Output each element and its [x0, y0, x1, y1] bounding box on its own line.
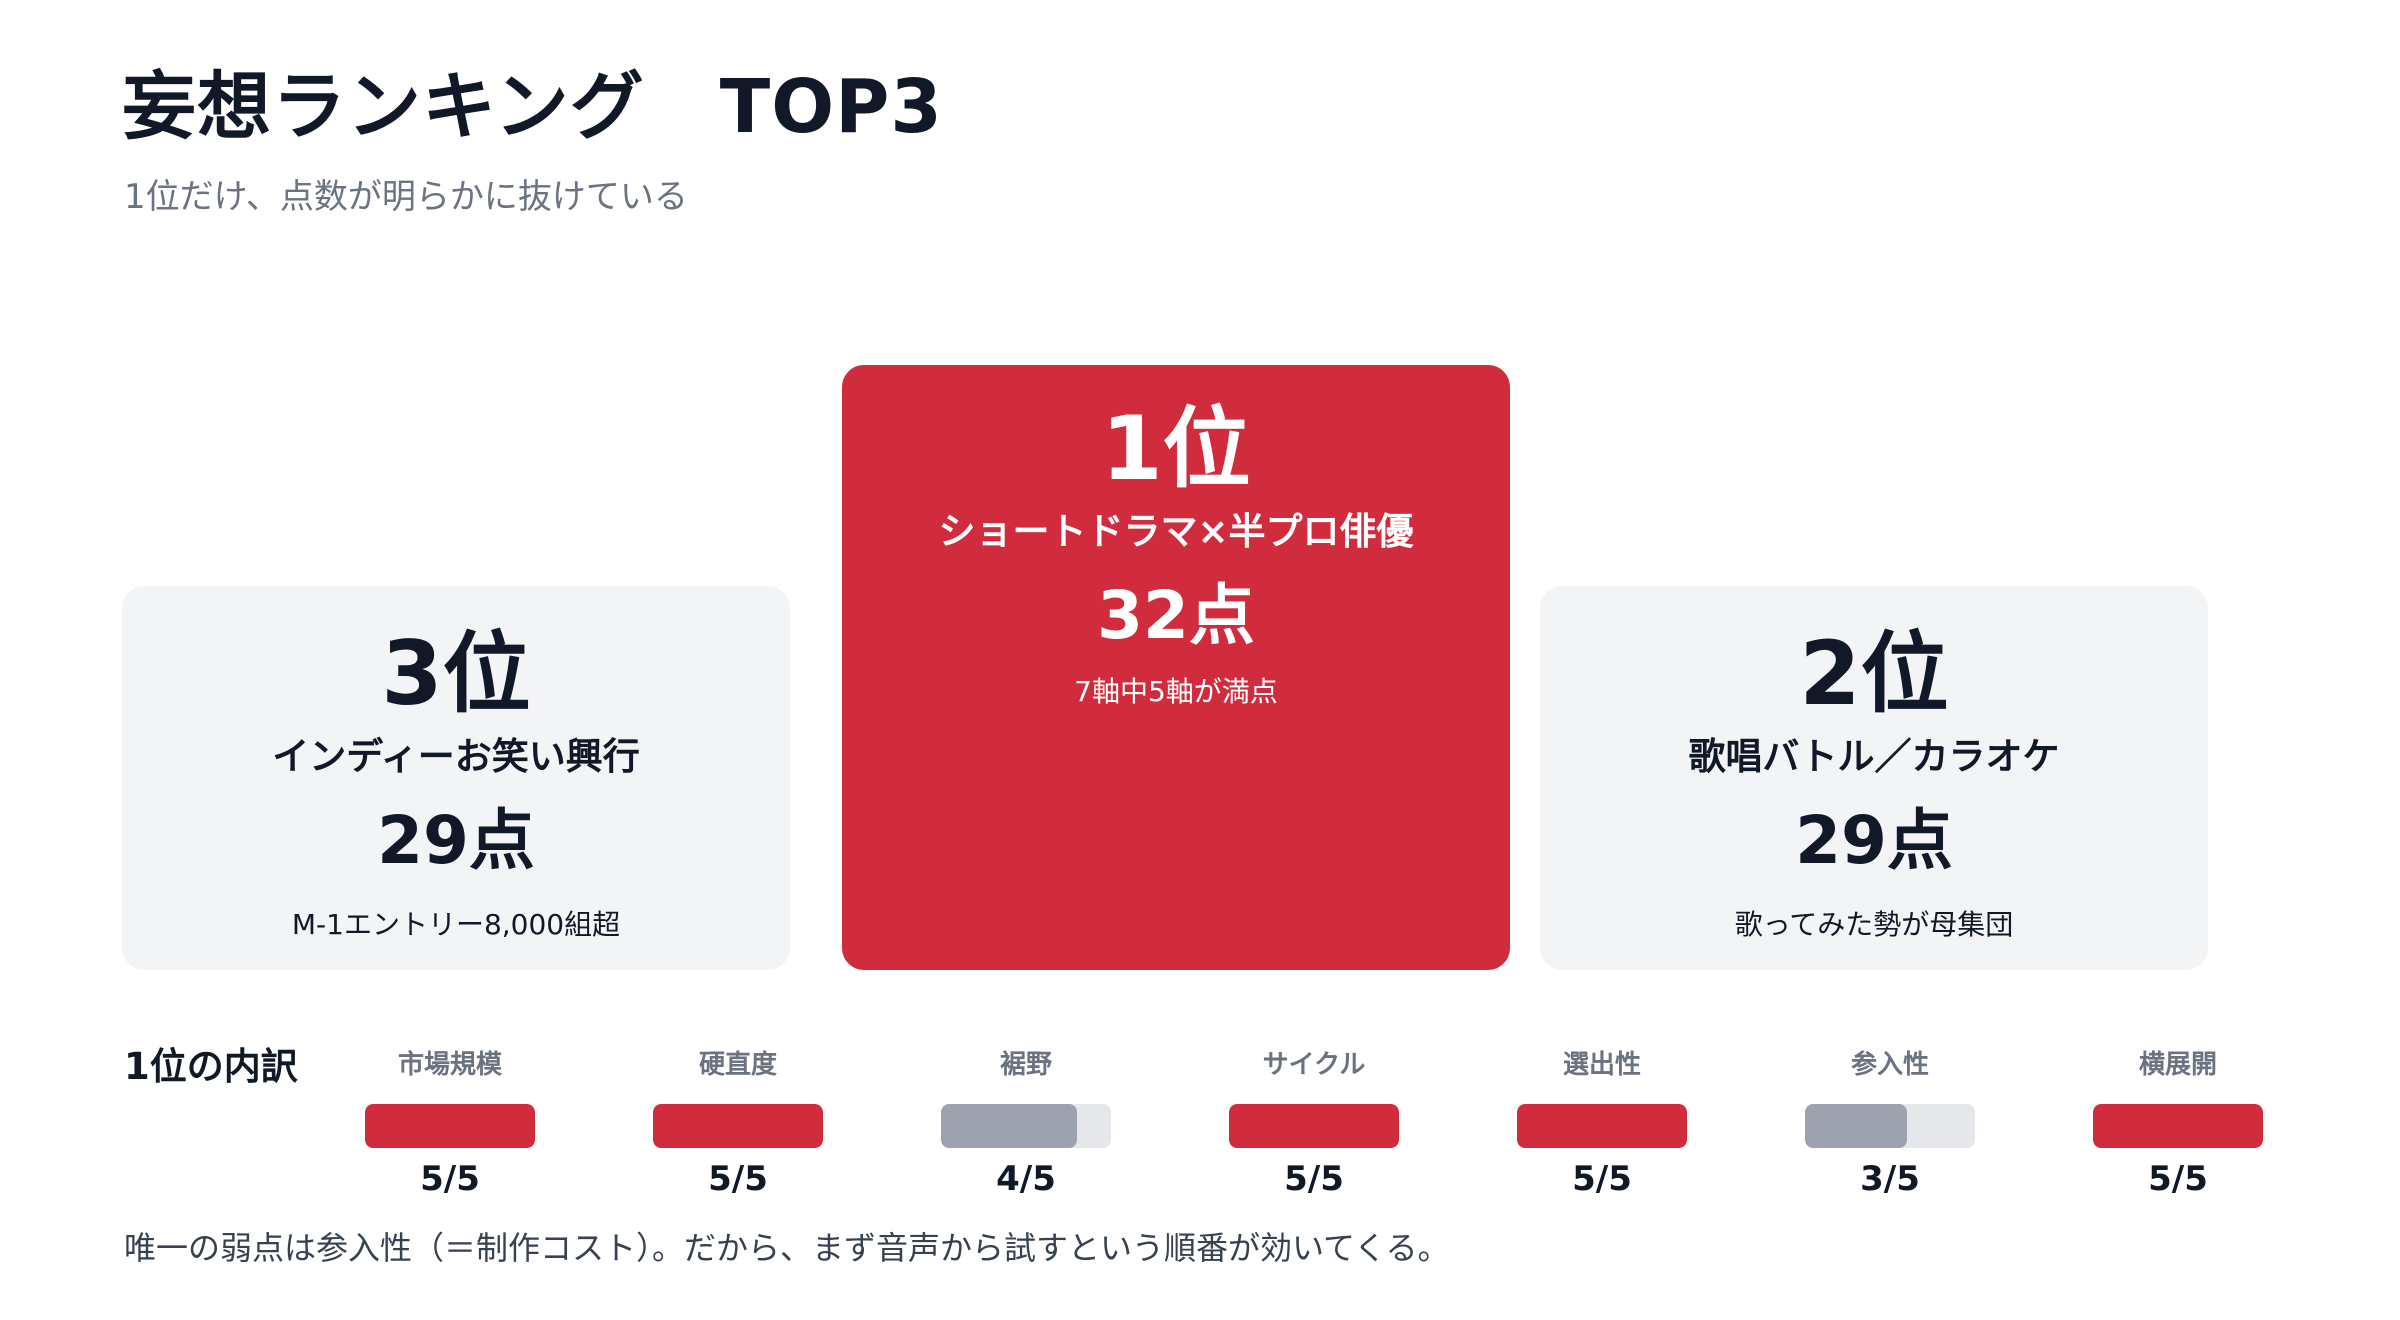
- axis-score: 5/5: [420, 1159, 480, 1199]
- axis-score: 5/5: [2148, 1159, 2208, 1199]
- breakdown-heading: 1位の内訳: [124, 1045, 298, 1088]
- breakdown-axis: 硬直度 5/5: [618, 1052, 858, 1196]
- footer-note: 唯一の弱点は参入性（＝制作コスト）。だから、まず音声から試すという順番が効いてく…: [124, 1229, 1450, 1267]
- rank-label: 2位: [1799, 622, 1949, 725]
- breakdown-axis: 選出性 5/5: [1482, 1052, 1722, 1196]
- axis-bar-fill: [653, 1104, 823, 1148]
- breakdown-axis: 裾野 4/5: [906, 1052, 1146, 1196]
- rank-label: 1位: [1101, 397, 1251, 500]
- axis-bar-track: [2093, 1104, 2263, 1148]
- page-title: 妄想ランキング TOP3: [122, 64, 943, 150]
- rank-score: 29点: [1795, 802, 1953, 880]
- axis-score: 3/5: [1860, 1159, 1920, 1199]
- axis-bar-fill: [365, 1104, 535, 1148]
- axis-bar-track: [1517, 1104, 1687, 1148]
- axis-bar-fill: [2093, 1104, 2263, 1148]
- axis-bar-track: [1805, 1104, 1975, 1148]
- axis-bar-fill: [1805, 1104, 1907, 1148]
- rank-name: インディーお笑い興行: [272, 734, 640, 778]
- axis-score: 4/5: [996, 1159, 1056, 1199]
- axis-bar-track: [941, 1104, 1111, 1148]
- axis-score: 5/5: [1572, 1159, 1632, 1199]
- axis-bar-fill: [1229, 1104, 1399, 1148]
- rank-label: 3位: [381, 622, 531, 725]
- axis-bar-track: [1229, 1104, 1399, 1148]
- axis-bar-fill: [941, 1104, 1077, 1148]
- breakdown-axis: サイクル 5/5: [1194, 1052, 1434, 1196]
- rank-note: M-1エントリー8,000組超: [291, 907, 621, 941]
- breakdown-axis: 横展開 5/5: [2058, 1052, 2298, 1196]
- axis-label: 市場規模: [397, 1050, 502, 1080]
- axis-label: 硬直度: [698, 1050, 777, 1080]
- rank-card-third: 3位 インディーお笑い興行 29点 M-1エントリー8,000組超: [122, 586, 790, 970]
- rank-score: 32点: [1097, 577, 1255, 655]
- breakdown-axis: 参入性 3/5: [1770, 1052, 2010, 1196]
- axis-label: サイクル: [1262, 1050, 1366, 1080]
- axis-label: 選出性: [1562, 1050, 1641, 1080]
- axis-label: 裾野: [999, 1050, 1052, 1080]
- breakdown-axis: 市場規模 5/5: [330, 1052, 570, 1196]
- axis-bar-track: [653, 1104, 823, 1148]
- axis-label: 参入性: [1850, 1050, 1929, 1080]
- rank-note: 7軸中5軸が満点: [1074, 674, 1278, 708]
- rank-card-first: 1位 ショートドラマ×半プロ俳優 32点 7軸中5軸が満点: [842, 365, 1510, 970]
- rank-name: 歌唱バトル／カラオケ: [1688, 734, 2060, 778]
- rank-score: 29点: [377, 802, 535, 880]
- rank-card-second: 2位 歌唱バトル／カラオケ 29点 歌ってみた勢が母集団: [1540, 586, 2208, 970]
- rank-note: 歌ってみた勢が母集団: [1734, 907, 2014, 941]
- page-subtitle: 1位だけ、点数が明らかに抜けている: [124, 177, 688, 217]
- axis-score: 5/5: [708, 1159, 768, 1199]
- axis-bar-fill: [1517, 1104, 1687, 1148]
- rank-name: ショートドラマ×半プロ俳優: [938, 509, 1414, 553]
- axis-bar-track: [365, 1104, 535, 1148]
- axis-label: 横展開: [2138, 1050, 2217, 1080]
- axis-score: 5/5: [1284, 1159, 1344, 1199]
